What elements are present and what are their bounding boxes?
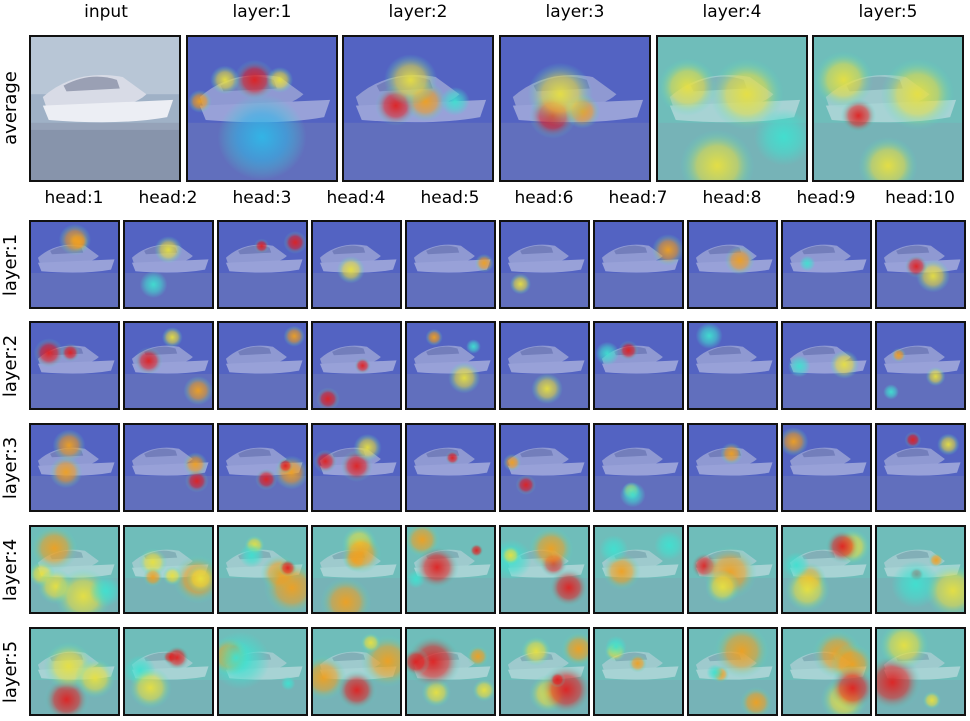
head-heatmap-layer-3-head-4 xyxy=(311,423,402,512)
head-heatmap-layer-3-head-8 xyxy=(687,423,778,512)
column-label-head-7: head:7 xyxy=(608,188,668,208)
average-heatmap-layer-5 xyxy=(812,35,964,182)
head-heatmap-layer-3-head-7 xyxy=(593,423,684,512)
head-heatmap-layer-3-head-3 xyxy=(217,423,308,512)
head-heatmap-layer-3-head-6 xyxy=(499,423,590,512)
head-heatmap-layer-2-head-4 xyxy=(311,321,402,410)
column-label-head-10: head:10 xyxy=(885,188,955,208)
head-heatmap-layer-2-head-9 xyxy=(781,321,872,410)
head-heatmap-layer-5-head-7 xyxy=(593,627,684,716)
head-heatmap-layer-2-head-8 xyxy=(687,321,778,410)
head-heatmap-layer-1-head-9 xyxy=(781,220,872,309)
row-label-layer-5: layer:5 xyxy=(0,640,21,704)
head-heatmap-layer-2-head-2 xyxy=(123,321,214,410)
head-heatmap-layer-5-head-9 xyxy=(781,627,872,716)
average-heatmap-layer-4 xyxy=(656,35,808,182)
column-label-layer-5: layer:5 xyxy=(858,2,918,22)
average-heatmap-layer-3 xyxy=(499,35,651,182)
row-label-layer-4: layer:4 xyxy=(0,538,21,602)
head-heatmap-layer-1-head-1 xyxy=(29,220,120,309)
head-heatmap-layer-4-head-3 xyxy=(217,525,308,614)
head-heatmap-layer-4-head-6 xyxy=(499,525,590,614)
column-label-layer-4: layer:4 xyxy=(702,2,762,22)
head-heatmap-layer-1-head-6 xyxy=(499,220,590,309)
head-heatmap-layer-1-head-7 xyxy=(593,220,684,309)
head-heatmap-layer-1-head-5 xyxy=(405,220,496,309)
head-heatmap-layer-4-head-5 xyxy=(405,525,496,614)
head-heatmap-layer-3-head-9 xyxy=(781,423,872,512)
row-label-layer-2: layer:2 xyxy=(0,334,21,398)
average-heatmap-layer-1 xyxy=(186,35,338,182)
head-heatmap-layer-2-head-6 xyxy=(499,321,590,410)
column-label-head-9: head:9 xyxy=(796,188,856,208)
head-heatmap-layer-1-head-4 xyxy=(311,220,402,309)
head-heatmap-layer-5-head-10 xyxy=(875,627,966,716)
head-heatmap-layer-2-head-1 xyxy=(29,321,120,410)
head-heatmap-layer-4-head-10 xyxy=(875,525,966,614)
column-label-layer-2: layer:2 xyxy=(388,2,448,22)
head-heatmap-layer-1-head-3 xyxy=(217,220,308,309)
column-label-head-3: head:3 xyxy=(232,188,292,208)
column-label-head-4: head:4 xyxy=(326,188,386,208)
column-label-head-1: head:1 xyxy=(44,188,104,208)
head-heatmap-layer-4-head-8 xyxy=(687,525,778,614)
head-heatmap-layer-1-head-10 xyxy=(875,220,966,309)
row-label-layer-1: layer:1 xyxy=(0,233,21,297)
column-label-head-5: head:5 xyxy=(420,188,480,208)
head-heatmap-layer-3-head-2 xyxy=(123,423,214,512)
head-heatmap-layer-2-head-5 xyxy=(405,321,496,410)
head-heatmap-layer-5-head-2 xyxy=(123,627,214,716)
head-heatmap-layer-4-head-1 xyxy=(29,525,120,614)
head-heatmap-layer-5-head-4 xyxy=(311,627,402,716)
head-heatmap-layer-2-head-7 xyxy=(593,321,684,410)
column-label-head-8: head:8 xyxy=(702,188,762,208)
head-heatmap-layer-3-head-10 xyxy=(875,423,966,512)
input-image xyxy=(29,35,181,182)
average-heatmap-layer-2 xyxy=(342,35,494,182)
head-heatmap-layer-3-head-1 xyxy=(29,423,120,512)
head-heatmap-layer-2-head-10 xyxy=(875,321,966,410)
head-heatmap-layer-4-head-2 xyxy=(123,525,214,614)
column-label-input: input xyxy=(84,2,128,22)
head-heatmap-layer-4-head-4 xyxy=(311,525,402,614)
head-heatmap-layer-5-head-6 xyxy=(499,627,590,716)
head-heatmap-layer-2-head-3 xyxy=(217,321,308,410)
head-heatmap-layer-5-head-1 xyxy=(29,627,120,716)
column-label-head-6: head:6 xyxy=(514,188,574,208)
head-heatmap-layer-3-head-5 xyxy=(405,423,496,512)
head-heatmap-layer-1-head-2 xyxy=(123,220,214,309)
head-heatmap-layer-5-head-5 xyxy=(405,627,496,716)
row-label-average: average xyxy=(0,71,21,145)
head-heatmap-layer-5-head-8 xyxy=(687,627,778,716)
column-label-layer-1: layer:1 xyxy=(232,2,292,22)
row-label-layer-3: layer:3 xyxy=(0,436,21,500)
column-label-head-2: head:2 xyxy=(138,188,198,208)
head-heatmap-layer-4-head-7 xyxy=(593,525,684,614)
head-heatmap-layer-4-head-9 xyxy=(781,525,872,614)
head-heatmap-layer-1-head-8 xyxy=(687,220,778,309)
head-heatmap-layer-5-head-3 xyxy=(217,627,308,716)
column-label-layer-3: layer:3 xyxy=(545,2,605,22)
